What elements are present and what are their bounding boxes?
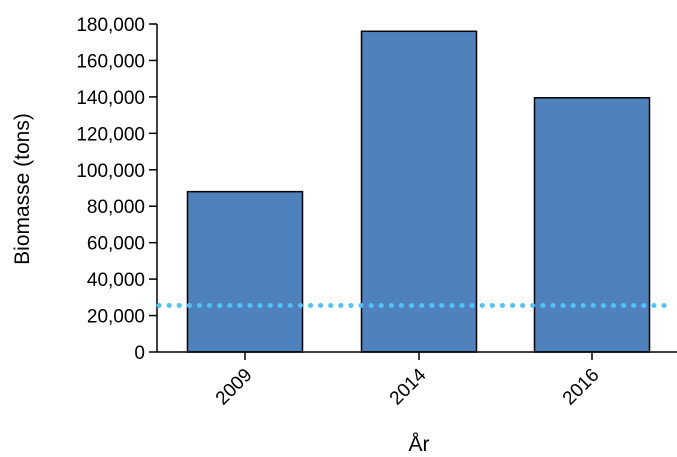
y-axis-label: Biomasse (tons) [11,113,34,265]
bars [186,30,651,353]
x-tick-label: 2016 [559,365,604,410]
y-tick-label: 160,000 [76,51,145,72]
x-axis-label: År [409,433,430,456]
bar-2014 [360,30,478,353]
x-tick-label: 2009 [212,365,257,410]
y-tick-label: 60,000 [87,234,145,255]
x-tick-label: 2014 [386,364,431,409]
y-tick-label: 100,000 [76,161,145,182]
y-tick-label: 140,000 [76,88,145,109]
bar-2009 [186,190,304,353]
x-axis-ticks: 2009 2014 2016 [212,352,604,409]
y-tick-label: 180,000 [76,15,145,36]
y-tick-label: 0 [134,343,145,364]
y-tick-label: 120,000 [76,124,145,145]
bar-2016 [533,97,651,353]
y-axis-ticks: 0 20,000 40,000 60,000 80,000 100,000 120,000 1… [76,15,157,364]
y-tick-label: 40,000 [87,270,145,291]
y-tick-label: 20,000 [87,307,145,328]
y-tick-label: 80,000 [87,197,145,218]
